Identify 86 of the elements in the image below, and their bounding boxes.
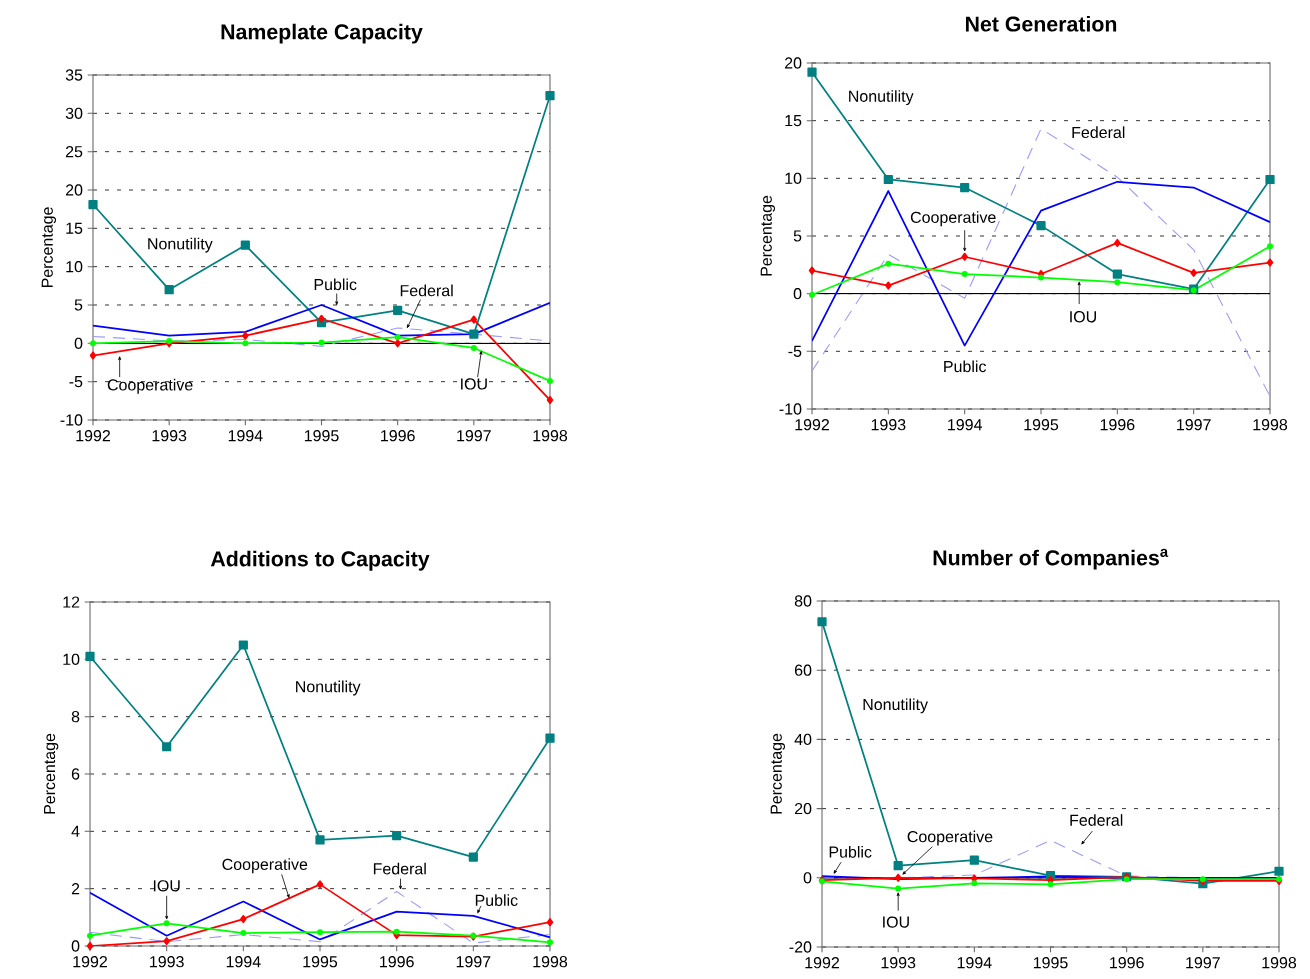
series-label: Public (475, 894, 518, 906)
series-label: Federal (400, 284, 453, 297)
x-tick-label: 1993 (871, 419, 906, 431)
x-tick-label: 1996 (1110, 957, 1144, 969)
series-label: IOU (461, 378, 487, 390)
x-tick-label: 1995 (304, 430, 339, 442)
x-tick-label: 1994 (957, 957, 992, 969)
y-tick-label: 20 (794, 802, 812, 815)
chart-title: Additions to Capacity (210, 550, 430, 571)
series-label: Cooperative (222, 858, 308, 874)
series-label: Public (829, 845, 872, 858)
chart-title: Number of Companies$^{a}$ (933, 548, 1169, 570)
series-label: Nonutility (849, 90, 914, 106)
y-tick-label: -5 (788, 345, 802, 357)
y-tick-label: -10 (60, 414, 83, 426)
series-label: Nonutility (148, 237, 213, 253)
x-tick-label: 1997 (457, 430, 491, 442)
x-tick-label: 1996 (380, 956, 414, 968)
y-tick-label: 0 (793, 288, 802, 300)
y-axis-title: Percentage (44, 733, 59, 814)
series-label: IOU (883, 916, 909, 928)
y-tick-label: 15 (785, 115, 802, 127)
x-tick-label: 1994 (226, 956, 261, 968)
y-tick-label: 15 (66, 222, 83, 234)
y-tick-label: 40 (794, 733, 812, 746)
x-tick-label: 1992 (795, 419, 829, 431)
y-tick-label: 60 (794, 664, 812, 676)
text: IOU (153, 880, 180, 892)
x-tick-label: 1995 (303, 956, 338, 968)
y-tick-label: 2 (71, 883, 80, 895)
y-tick-label: 0 (74, 337, 83, 349)
series-label: Cooperative (907, 830, 993, 846)
y-tick-label: 80 (794, 595, 812, 607)
y-tick-label: 8 (71, 711, 80, 723)
y-tick-label: 35 (65, 69, 83, 81)
series-label: Federal (1072, 126, 1125, 139)
x-tick-label: 1998 (1253, 419, 1288, 431)
series-label: Federal (1070, 814, 1123, 826)
x-tick-label: 1995 (1024, 419, 1059, 431)
x-tick-label: 1996 (1100, 419, 1135, 431)
series-label: Nonutility (296, 680, 361, 696)
x-tick-label: 1994 (228, 430, 263, 442)
series-label: IOU (1070, 311, 1096, 323)
series-label: Federal (373, 862, 426, 875)
y-tick-label: -5 (69, 376, 83, 388)
series-label: Cooperative (107, 378, 193, 394)
series-label: Public (944, 360, 987, 373)
y-tick-label: -20 (789, 941, 812, 953)
x-tick-label: 1996 (381, 430, 415, 442)
y-tick-label: 10 (63, 653, 80, 665)
y-tick-label: 20 (65, 184, 83, 196)
y-tick-label: 0 (71, 940, 80, 952)
y-axis-title: Percentage (760, 195, 776, 276)
x-tick-label: 1997 (1186, 957, 1220, 969)
series-label: Public (314, 278, 357, 291)
x-tick-label: 1994 (948, 419, 982, 431)
y-tick-label: 10 (785, 172, 802, 184)
x-tick-label: 1997 (1177, 419, 1211, 431)
series-label: Nonutility (863, 698, 928, 714)
x-tick-label: 1993 (152, 430, 187, 442)
y-tick-label: 12 (63, 596, 80, 608)
y-tick-label: 5 (793, 230, 802, 242)
chart-title: Nameplate Capacity (221, 23, 423, 44)
y-tick-label: 5 (74, 299, 83, 311)
x-tick-label: 1992 (805, 957, 839, 969)
y-tick-label: 6 (71, 768, 80, 780)
x-tick-label: 1993 (150, 956, 184, 968)
y-tick-label: 4 (71, 825, 80, 837)
y-tick-label: 25 (65, 146, 83, 158)
x-tick-label: 1998 (1262, 957, 1297, 969)
y-tick-label: 20 (784, 57, 802, 69)
x-tick-label: 1992 (76, 430, 110, 442)
y-tick-label: 30 (65, 107, 83, 119)
y-axis-title: Percentage (770, 733, 786, 814)
x-tick-label: 1998 (533, 430, 568, 442)
x-tick-label: 1992 (73, 956, 107, 968)
x-tick-label: 1995 (1033, 957, 1068, 969)
y-axis-title: Percentage (41, 207, 57, 288)
x-tick-label: 1993 (881, 957, 916, 969)
x-tick-label: 1997 (456, 956, 491, 968)
y-tick-label: 0 (803, 872, 812, 884)
y-tick-label: 10 (66, 261, 83, 273)
text: Cooperative (910, 211, 996, 227)
chart-title: Net Generation (965, 15, 1117, 32)
x-tick-label: 1998 (533, 956, 568, 968)
y-tick-label: -10 (779, 403, 802, 415)
